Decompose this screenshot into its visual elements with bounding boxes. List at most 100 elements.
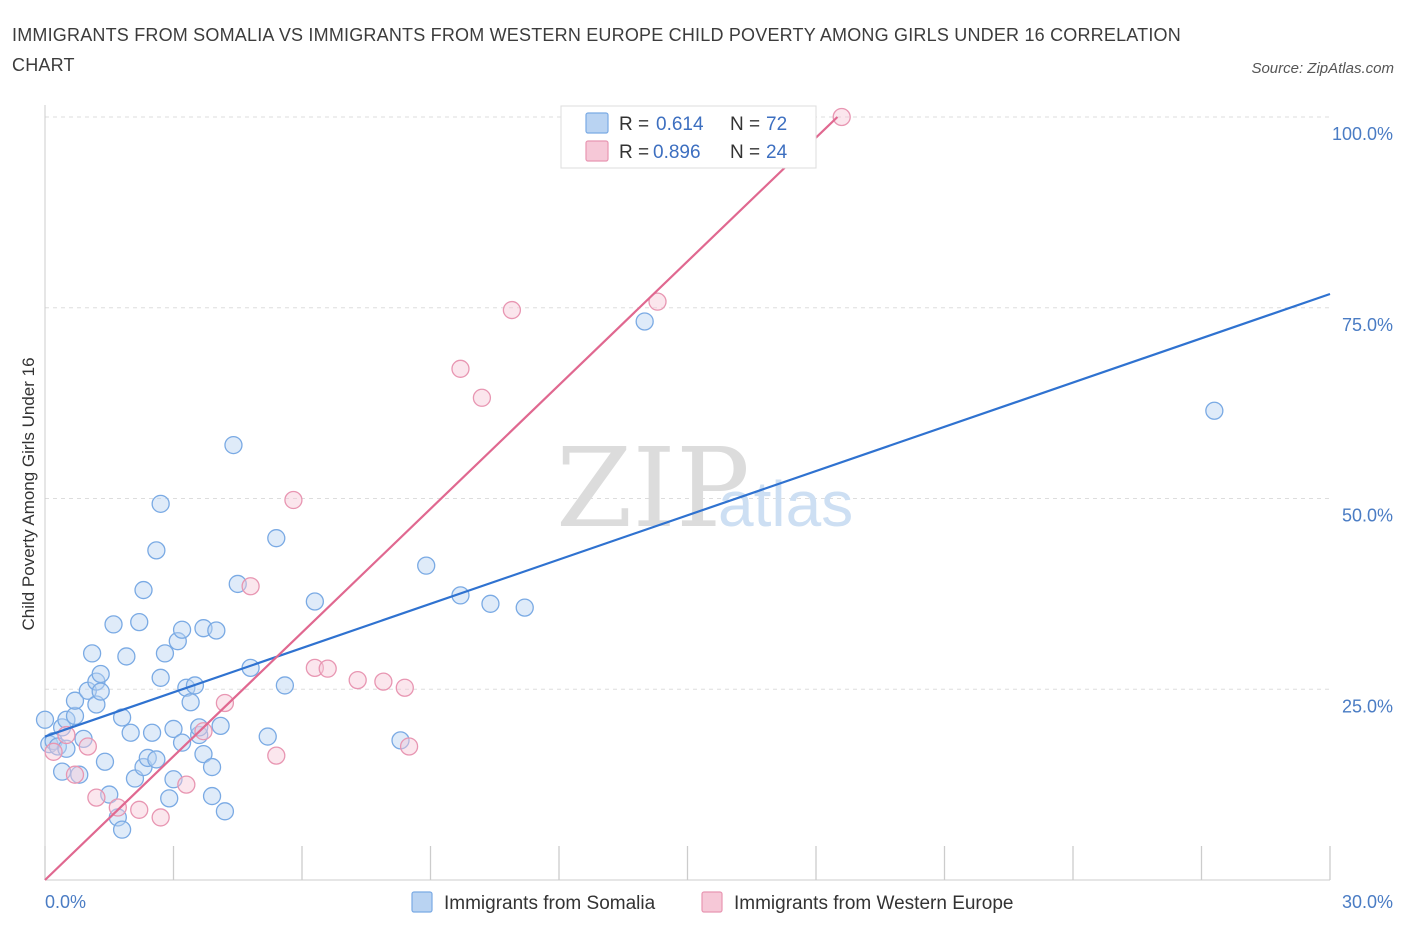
we-point-3 xyxy=(78,737,97,756)
legend-somalia-label: Immigrants from Somalia xyxy=(444,893,656,914)
somalia-point-65 xyxy=(481,594,500,613)
y-tick-label-0: 25.0% xyxy=(1342,696,1393,716)
we-n-label: N = xyxy=(730,142,760,163)
somalia-n-label: N = xyxy=(730,114,760,135)
x-tick-labels: 0.0% 30.0% xyxy=(45,892,1393,912)
we-point-10 xyxy=(215,693,235,713)
somalia-point-39 xyxy=(164,719,183,739)
somalia-point-59 xyxy=(275,676,295,695)
somalia-point-17 xyxy=(91,664,110,684)
we-point-24 xyxy=(832,107,851,127)
somalia-point-60 xyxy=(267,529,286,548)
somalia-point-50 xyxy=(202,757,222,777)
we-point-0 xyxy=(44,742,63,761)
somalia-point-36 xyxy=(155,644,175,663)
watermark-atlas: atlas xyxy=(718,468,853,540)
somalia-point-0 xyxy=(35,710,55,729)
somalia-r-value: 0.614 xyxy=(656,114,704,135)
we-point-16 xyxy=(348,670,367,690)
we-point-8 xyxy=(177,775,196,794)
y-axis-label: Child Poverty Among Girls Under 16 xyxy=(19,357,38,630)
somalia-point-9 xyxy=(65,691,85,710)
somalia-point-13 xyxy=(82,644,102,663)
we-point-18 xyxy=(395,678,414,697)
we-point-21 xyxy=(472,388,492,407)
somalia-point-68 xyxy=(1205,401,1224,420)
somalia-point-20 xyxy=(104,615,123,634)
we-point-23 xyxy=(648,292,667,311)
somalia-point-25 xyxy=(121,723,140,742)
somalia-point-42 xyxy=(172,620,192,639)
somalia-point-35 xyxy=(151,494,170,513)
y-tick-label-3: 100.0% xyxy=(1332,124,1393,144)
somalia-point-41 xyxy=(172,733,192,752)
we-point-5 xyxy=(108,798,127,817)
stats-legend: R = 0.614 N = 72 R = 0.896 N = 24 xyxy=(560,105,817,169)
watermark-zip: ZIP xyxy=(556,424,750,552)
somalia-point-24 xyxy=(117,647,136,666)
we-point-4 xyxy=(87,788,106,807)
somalia-point-52 xyxy=(207,621,226,640)
we-point-22 xyxy=(502,300,522,320)
somalia-point-61 xyxy=(305,592,325,611)
we-point-2 xyxy=(65,765,85,784)
western-europe-points xyxy=(44,107,851,827)
we-r-value: 0.896 xyxy=(653,142,701,163)
we-point-6 xyxy=(130,800,149,819)
somalia-point-63 xyxy=(417,556,436,575)
somalia-n-value: 72 xyxy=(766,114,787,135)
we-point-20 xyxy=(451,359,470,378)
bottom-legend: Immigrants from Somalia Immigrants from … xyxy=(411,891,1013,914)
y-tick-label-1: 50.0% xyxy=(1342,506,1393,526)
we-r-label: R = xyxy=(619,142,649,163)
somalia-point-10 xyxy=(70,765,89,784)
somalia-point-55 xyxy=(224,435,243,455)
somalia-point-29 xyxy=(134,580,153,600)
somalia-point-8 xyxy=(65,706,85,726)
y-tick-labels: 25.0% 50.0% 75.0% 100.0% xyxy=(1332,124,1393,716)
somalia-point-31 xyxy=(142,723,162,742)
somalia-point-54 xyxy=(215,802,235,821)
somalia-point-44 xyxy=(181,693,200,712)
somalia-point-16 xyxy=(91,682,110,701)
somalia-point-58 xyxy=(258,727,277,746)
somalia-point-40 xyxy=(168,632,187,651)
we-point-14 xyxy=(305,658,325,678)
x-tick-label-1: 30.0% xyxy=(1342,892,1393,912)
we-point-15 xyxy=(318,659,337,678)
we-trend-line xyxy=(44,116,839,881)
chart-title: IMMIGRANTS FROM SOMALIA VS IMMIGRANTS FR… xyxy=(12,25,1181,75)
somalia-point-67 xyxy=(635,312,654,331)
somalia-point-51 xyxy=(202,786,222,806)
trend-lines xyxy=(44,116,1331,881)
we-point-19 xyxy=(399,737,419,756)
somalia-trend-line xyxy=(44,292,1331,738)
x-tick-label-0: 0.0% xyxy=(45,892,86,912)
legend-we-swatch xyxy=(701,891,723,913)
somalia-point-48 xyxy=(194,744,213,764)
somalia-point-33 xyxy=(147,541,166,560)
legend-we-label: Immigrants from Western Europe xyxy=(734,893,1013,914)
we-point-13 xyxy=(284,490,303,510)
we-point-9 xyxy=(194,722,213,741)
somalia-point-23 xyxy=(112,820,132,839)
y-tick-label-2: 75.0% xyxy=(1342,315,1393,335)
somalia-point-27 xyxy=(130,612,149,632)
somalia-point-18 xyxy=(95,752,115,771)
somalia-point-37 xyxy=(160,789,179,808)
somalia-point-32 xyxy=(147,750,166,769)
legend-somalia-swatch xyxy=(411,891,433,913)
source-label: Source: ZipAtlas.com xyxy=(1251,60,1394,77)
somalia-point-34 xyxy=(151,668,170,687)
we-point-12 xyxy=(267,746,286,765)
somalia-r-label: R = xyxy=(619,114,649,135)
we-n-value: 24 xyxy=(766,142,788,163)
somalia-point-66 xyxy=(515,598,534,617)
we-point-7 xyxy=(151,808,170,827)
somalia-swatch xyxy=(585,112,609,134)
we-swatch xyxy=(585,140,609,162)
grid-lines xyxy=(45,116,1330,690)
watermark: ZIP atlas xyxy=(556,424,853,552)
we-point-17 xyxy=(374,672,393,691)
